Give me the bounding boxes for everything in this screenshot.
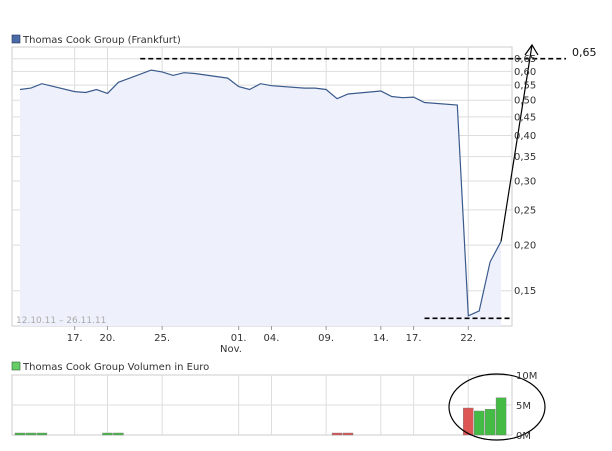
volume-bar xyxy=(474,410,485,436)
price-legend-label: Thomas Cook Group (Frankfurt) xyxy=(22,35,181,46)
trend-arrow-head xyxy=(524,43,539,56)
price-y-tick-label: 0,55 xyxy=(514,81,536,92)
volume-bar xyxy=(113,432,124,436)
date-range-label: 12.10.11 – 26.11.11 xyxy=(16,316,106,326)
volume-legend-label: Thomas Cook Group Volumen in Euro xyxy=(22,362,209,373)
price-y-tick-label: 0,25 xyxy=(514,205,536,216)
price-x-tick-label: 14. xyxy=(373,333,389,344)
volume-bar xyxy=(331,432,343,436)
volume-bars xyxy=(14,397,507,436)
volume-legend-swatch xyxy=(11,361,21,371)
price-y-tick-label: 0,40 xyxy=(514,131,536,142)
price-y-tick-label: 0,45 xyxy=(514,112,536,123)
price-x-tick-label: 01. xyxy=(231,333,247,344)
price-x-tick-label: 20. xyxy=(100,333,116,344)
price-x-tick-labels: 17. 20. 25. 01. 04. 09. 14. 17. 22. xyxy=(67,333,477,344)
price-y-tick-label: 0,65 xyxy=(514,54,536,65)
price-y-tick-label: 0,15 xyxy=(514,286,536,297)
price-x-tick-label: 04. xyxy=(264,333,280,344)
volume-bar xyxy=(495,397,507,436)
price-y-tick-label: 0,35 xyxy=(514,152,536,163)
volume-bar xyxy=(484,409,496,436)
volume-bar xyxy=(36,432,48,436)
price-y-tick-label: 0,30 xyxy=(514,177,536,188)
price-x-tick-label: 25. xyxy=(154,333,170,344)
price-x-tick-label: 17. xyxy=(406,333,422,344)
price-legend-swatch xyxy=(11,34,21,44)
volume-y-label-mid: 5M xyxy=(516,401,531,412)
price-chart: 0,65 0,60 0,55 0,50 0,45 0,40 0,35 0,30 0,25 0,20… xyxy=(11,34,597,355)
price-x-tick-label: 09. xyxy=(318,333,334,344)
volume-y-label-bottom: 0M xyxy=(516,431,531,442)
price-series-line xyxy=(19,69,502,317)
price-x-tick-label: 17. xyxy=(67,333,83,344)
price-y-tick-labels: 0,65 0,60 0,55 0,50 0,45 0,40 0,35 0,30 0,25 0,20… xyxy=(514,54,536,297)
trend-arrow xyxy=(500,44,533,242)
annotation-value-label: 0,65 xyxy=(572,46,597,59)
volume-chart: Thomas Cook Group Volumen in Euro 10M 5M… xyxy=(11,361,546,442)
volume-bar xyxy=(102,432,113,436)
volume-bar xyxy=(463,407,474,436)
volume-bar xyxy=(25,432,37,436)
volume-bar xyxy=(14,432,26,436)
price-x-tick-label: 22. xyxy=(460,333,476,344)
price-area-fill xyxy=(20,70,502,326)
price-y-tick-label: 0,50 xyxy=(514,96,536,107)
volume-y-label-top: 10M xyxy=(516,371,537,382)
price-y-tick-label: 0,20 xyxy=(514,241,536,252)
month-label: Nov. xyxy=(220,344,242,355)
price-y-tick-label: 0,60 xyxy=(514,67,536,78)
volume-bar xyxy=(342,432,354,436)
volume-highlight-ellipse xyxy=(448,373,546,441)
